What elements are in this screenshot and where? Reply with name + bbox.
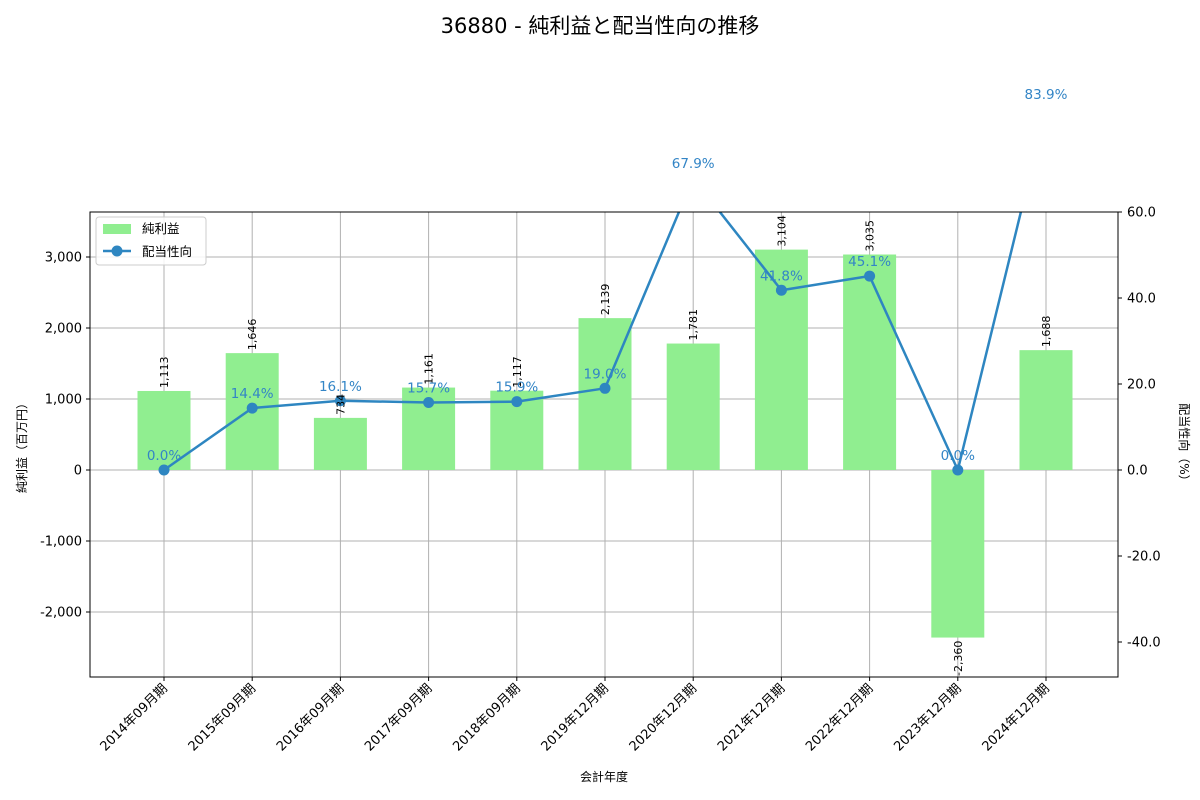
payout-value-label: 0.0% <box>147 448 181 464</box>
x-axis-title: 会計年度 <box>580 769 628 784</box>
x-axis: 2014年09月期 2015年09月期 2016年09月期 2017年09月期 2018… <box>98 677 1053 755</box>
bar-value-label: 1,113 <box>158 356 171 388</box>
line-marker <box>599 382 611 394</box>
line-marker <box>246 402 258 414</box>
y-right-tick-label: 40.0 <box>1127 292 1156 307</box>
bar <box>1019 350 1073 470</box>
line-marker <box>775 284 787 296</box>
payout-value-label: 45.1% <box>848 254 891 270</box>
bar-value-label: 3,035 <box>864 220 877 252</box>
y-right-tick-label: 0.0 <box>1127 464 1148 479</box>
x-tick-label: 2024年12月期 <box>980 681 1053 754</box>
payout-value-label: 67.9% <box>672 156 715 172</box>
bar <box>931 470 985 638</box>
bar <box>666 343 720 470</box>
bar-value-label: 1,161 <box>423 353 436 385</box>
x-tick-label: 2016年09月期 <box>274 681 347 754</box>
payout-value-label: 83.9% <box>1025 87 1068 103</box>
payout-value-label: 19.0% <box>584 366 627 382</box>
x-tick-label: 2020年12月期 <box>627 681 700 754</box>
x-tick-label: 2022年12月期 <box>803 681 876 754</box>
y-axis-left-title: 純利益（百万円） <box>15 397 29 493</box>
line-marker <box>423 396 435 408</box>
bar-value-label: 3,104 <box>775 215 788 247</box>
payout-value-label: 0.0% <box>941 448 975 464</box>
legend-marker-icon <box>111 245 123 257</box>
y-right-tick-label: 20.0 <box>1127 378 1156 393</box>
bar <box>843 254 897 470</box>
bar-value-label: 1,646 <box>246 319 259 351</box>
bar-value-label: -2,360 <box>952 641 965 676</box>
y-axis-right-title: 配当性向（%） <box>1177 403 1192 486</box>
y-tick-label: 1,000 <box>45 393 82 408</box>
line-marker <box>864 270 876 282</box>
y-axis-right: -40.0 -20.0 0.0 20.0 40.0 60.0 <box>1118 206 1161 651</box>
payout-value-label: 15.9% <box>495 380 538 396</box>
line-marker <box>952 464 964 476</box>
legend: 純利益 配当性向 <box>95 216 207 266</box>
y-tick-label: 0 <box>74 464 82 479</box>
y-tick-label: 2,000 <box>45 322 82 337</box>
payout-value-label: 41.8% <box>760 268 803 284</box>
line-marker <box>158 464 170 476</box>
x-tick-label: 2015年09月期 <box>186 681 259 754</box>
payout-value-label: 16.1% <box>319 379 362 395</box>
bar <box>313 417 367 470</box>
y-tick-label: -1,000 <box>40 535 82 550</box>
x-tick-label: 2021年12月期 <box>715 681 788 754</box>
plot-frame <box>89 211 1119 678</box>
bar-value-label: 1,688 <box>1040 316 1053 348</box>
x-tick-label: 2014年09月期 <box>98 681 171 754</box>
line-marker <box>511 396 523 408</box>
y-right-tick-label: -20.0 <box>1127 550 1161 565</box>
bar-value-label: 1,781 <box>687 309 700 341</box>
payout-value-label: 15.7% <box>407 380 450 396</box>
x-tick-label: 2017年09月期 <box>362 681 435 754</box>
y-tick-label: -2,000 <box>40 606 82 621</box>
y-axis-left: -2,000 -1,000 0 1,000 2,000 3,000 <box>40 251 90 621</box>
line-series <box>158 212 1023 476</box>
y-tick-label: 3,000 <box>45 251 82 266</box>
legend-bar-swatch <box>103 224 131 234</box>
line-marker <box>334 395 346 407</box>
x-tick-label: 2019年12月期 <box>539 681 612 754</box>
x-tick-label: 2018年09月期 <box>450 681 523 754</box>
bar-value-label: 1,117 <box>511 356 524 388</box>
chart-title: 36880 - 純利益と配当性向の推移 <box>441 14 760 38</box>
data-labels: 1,113 1,646 734 1,161 1,117 2,139 1,781 3,104 3,… <box>147 87 1068 676</box>
x-tick-label: 2023年12月期 <box>891 681 964 754</box>
legend-bar-label: 純利益 <box>142 221 180 236</box>
bar-value-label: 2,139 <box>599 284 612 316</box>
bar-series <box>137 249 1073 638</box>
payout-value-label: 14.4% <box>231 386 274 402</box>
legend-line-label: 配当性向 <box>142 244 192 259</box>
bar-value-label: 734 <box>334 394 347 415</box>
y-right-tick-label: -40.0 <box>1127 636 1161 651</box>
y-right-tick-label: 60.0 <box>1127 206 1156 221</box>
